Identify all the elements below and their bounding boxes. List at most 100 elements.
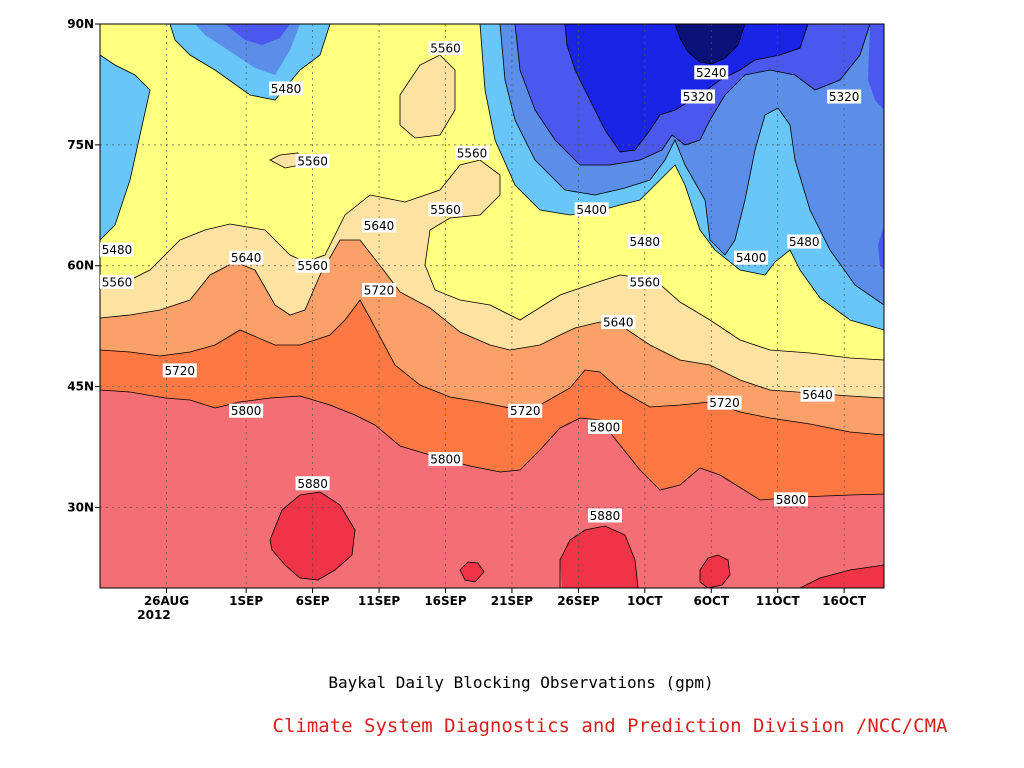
contour-line-5160 (674, 24, 746, 65)
contour-line-5240 (564, 24, 809, 153)
fill-above-5880-b (560, 526, 638, 588)
contour-label-bg (362, 218, 397, 233)
contour-line-5480 (479, 24, 884, 331)
contour-label-bg (229, 250, 264, 265)
contour-label-bg (455, 145, 490, 160)
x-axis-year-label: 2012 (137, 608, 170, 622)
contour-label-5240: 5240 (694, 65, 729, 80)
contour-label-5480: 5480 (100, 242, 134, 257)
y-axis: 90N 75N 60N 45N 30N (67, 17, 100, 514)
contour-label-text: 5480 (102, 243, 133, 257)
contour-label-text: 5800 (231, 404, 262, 418)
contour-label-text: 5640 (364, 219, 395, 233)
contour-label-5560: 5560 (428, 41, 463, 56)
contour-label-bg (428, 452, 463, 467)
fill-5320-5400-right (868, 24, 884, 110)
contour-label-5320: 5320 (680, 89, 715, 104)
contour-label-5640: 5640 (800, 387, 835, 402)
contour-label-5720: 5720 (362, 282, 397, 297)
x-tick-label-11OCT: 11OCT (756, 594, 801, 608)
contour-label-text: 5560 (297, 154, 328, 168)
fill-above-5880-c (700, 555, 730, 588)
contour-label-text: 5720 (364, 283, 395, 297)
contour-label-5480: 5480 (269, 81, 304, 96)
contour-label-text: 5880 (297, 477, 328, 491)
contour-label-text: 5560 (102, 275, 133, 289)
y-tick-label-30N: 30N (67, 500, 94, 514)
contour-label-text: 5720 (709, 396, 740, 410)
contour-line-5400 (499, 24, 884, 306)
contour-label-text: 5880 (590, 509, 621, 523)
contour-line-5880-b (559, 525, 639, 588)
contour-label-5720: 5720 (508, 403, 543, 418)
contour-label-bg (680, 89, 715, 104)
contour-label-5800: 5800 (773, 492, 808, 507)
plot-frame (99, 23, 885, 589)
contour-line-5880-a (269, 491, 356, 581)
contour-label-bg (707, 395, 742, 410)
contour-label-bg (100, 242, 134, 257)
contour-label-text: 5480 (789, 235, 820, 249)
fill-above-5880-e (800, 565, 884, 588)
x-tick-label-16OCT: 16OCT (822, 594, 867, 608)
contour-label-bg (295, 476, 330, 491)
contour-label-bg (229, 403, 264, 418)
chart-title: Baykal Daily Blocking Observations (gpm) (328, 673, 713, 692)
contour-label-5800: 5800 (428, 452, 463, 467)
credit-line: Climate System Diagnostics and Predictio… (273, 715, 948, 737)
contour-label-bg (428, 202, 463, 217)
x-tick-label-16SEP: 16SEP (424, 594, 467, 608)
contour-label-5880: 5880 (587, 508, 622, 523)
contour-label-text: 5320 (683, 90, 714, 104)
contour-line-5560 (100, 159, 884, 361)
contour-label-text: 5560 (430, 203, 461, 217)
contour-label-bg (694, 65, 729, 80)
y-tick-label-75N: 75N (67, 138, 94, 152)
contour-label-text: 5560 (630, 275, 661, 289)
contour-label-text: 5480 (630, 235, 661, 249)
contour-label-bg (773, 492, 808, 507)
y-tick-label-90N: 90N (67, 17, 94, 31)
contour-label-bg (827, 89, 862, 104)
contour-label-text: 5720 (164, 364, 195, 378)
x-tick-label-6OCT: 6OCT (693, 594, 729, 608)
fill-5320-5400-top (225, 24, 290, 45)
fill-5480-5560-left (100, 55, 150, 240)
contour-line-5480-top (169, 24, 331, 101)
contour-label-5560: 5560 (627, 274, 662, 289)
x-tick-label-21SEP: 21SEP (491, 594, 534, 608)
contour-label-5560: 5560 (455, 145, 490, 160)
contour-label-5880: 5880 (295, 476, 330, 491)
contour-label-5640: 5640 (362, 218, 397, 233)
contour-label-bg (574, 202, 609, 217)
contour-label-bg (587, 419, 622, 434)
contour-label-bg (627, 234, 662, 249)
fill-5240-5320 (565, 24, 808, 152)
grid-lines (100, 24, 884, 588)
x-tick-label-11SEP: 11SEP (358, 594, 401, 608)
y-tick-label-60N: 60N (67, 259, 94, 273)
contour-label-text: 5400 (576, 203, 607, 217)
contour-label-bg (428, 41, 463, 56)
contour-fills (100, 24, 884, 588)
contour-label-5560: 5560 (100, 274, 134, 289)
fill-5560-5640-pocket (400, 55, 455, 138)
contour-label-bg (100, 274, 134, 289)
contour-label-bg (295, 258, 330, 273)
contour-label-text: 5640 (802, 388, 833, 402)
contour-line-5880-c (699, 554, 731, 588)
contour-label-5400: 5400 (574, 202, 609, 217)
contour-label-bg (627, 274, 662, 289)
contour-label-bg (587, 508, 622, 523)
contour-label-text: 5480 (271, 82, 302, 96)
contour-line-5320 (514, 24, 871, 166)
contour-label-text: 5800 (430, 453, 461, 467)
fill-5560-5640-pocket-small (270, 153, 300, 168)
contour-label-bg (362, 282, 397, 297)
contour-label-5560: 5560 (295, 258, 330, 273)
x-tick-label-26SEP: 26SEP (557, 594, 600, 608)
contour-label-text: 5640 (603, 316, 634, 330)
x-tick-label-26AUG: 26AUG (144, 594, 189, 608)
contour-label-5720: 5720 (162, 363, 197, 378)
